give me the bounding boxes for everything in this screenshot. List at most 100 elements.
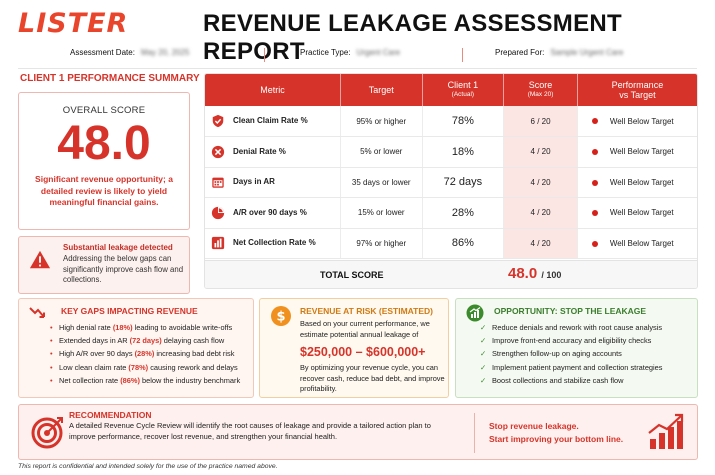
cta-line-2: Start improving your bottom line. [489, 434, 624, 444]
svg-text:$: $ [276, 310, 285, 325]
list-item: Improve front-end accuracy and eligibili… [492, 334, 697, 347]
practice-type: Practice Type: Urgent Care [300, 48, 400, 57]
table-header-row: Metric Target Client 1 (Actual) Score (M… [205, 74, 697, 106]
list-item: High denial rate (18%) leading to avoida… [59, 321, 253, 334]
client-cell: 86% [422, 228, 505, 259]
gap-text: leading to avoidable write-offs [132, 323, 233, 332]
target-icon [31, 417, 63, 449]
leakage-alert-title: Substantial leakage detected [63, 243, 173, 252]
calendar-icon [212, 177, 224, 188]
performance-text: Well Below Target [609, 147, 674, 157]
header-score: Score (Max 20) [503, 74, 578, 106]
performance-text: Well Below Target [609, 116, 674, 126]
leakage-alert-text: Addressing the below gaps can significan… [63, 254, 184, 284]
status-dot [591, 210, 598, 217]
gap-highlight: (28%) [134, 349, 155, 359]
bar-chart-icon [211, 237, 225, 250]
header-client: Client 1 (Actual) [422, 74, 505, 106]
list-item: Net collection rate (86%) below the indu… [59, 374, 253, 387]
risk-intro: Based on your current performance, we es… [300, 319, 430, 339]
recommendation-cta: Stop revenue leakage. Start improving yo… [489, 420, 623, 446]
performance-cell: Well Below Target [577, 197, 697, 229]
leakage-alert: Substantial leakage detected Addressing … [18, 236, 190, 294]
list-item: Reduce denials and rework with root caus… [492, 321, 697, 334]
footer-disclaimer: This report is confidential and intended… [18, 463, 278, 470]
list-item: Strengthen follow-up on aging accounts [492, 347, 697, 360]
performance-cell: Well Below Target [577, 228, 697, 259]
table-row: Days in AR 35 days or lower 72 days 4 / … [205, 167, 697, 198]
header-performance-line2: vs Target [619, 90, 656, 100]
revenue-at-risk-panel: $ REVENUE AT RISK (ESTIMATED) Based on y… [259, 298, 449, 398]
metric-cell: Denial Rate % [205, 136, 341, 168]
header-divider [18, 68, 697, 69]
metrics-table: Metric Target Client 1 (Actual) Score (M… [205, 74, 697, 259]
revenue-at-risk-title: REVENUE AT RISK (ESTIMATED) [300, 306, 434, 316]
meta-separator [264, 48, 265, 62]
client-cell: 28% [422, 197, 505, 229]
gap-text: increasing bad debt risk [154, 349, 235, 359]
status-dot [591, 149, 598, 156]
status-dot [591, 179, 598, 186]
cta-line-1: Stop revenue leakage. [489, 421, 579, 431]
recommendation-panel: RECOMMENDATION A detailed Revenue Cycle … [18, 404, 698, 460]
target-cell: 15% or lower [340, 197, 423, 229]
pie-chart-icon [211, 206, 225, 219]
gap-highlight: (72 days) [129, 336, 162, 346]
risk-amount: $250,000 – $600,000+ [300, 345, 426, 359]
metric-name: Net Collection Rate % [233, 238, 316, 248]
key-gaps-panel: KEY GAPS IMPACTING REVENUE High denial r… [18, 298, 254, 398]
total-score-max: / 100 [541, 270, 562, 280]
warning-icon [29, 250, 51, 269]
performance-cell: Well Below Target [577, 167, 697, 198]
total-score-number: 48.0 [508, 265, 538, 282]
gap-text: High A/R over 90 days [59, 349, 135, 359]
gap-highlight: (78%) [128, 362, 149, 372]
score-label: OVERALL SCORE [62, 105, 146, 116]
table-row: A/R over 90 days % 15% or lower 28% 4 / … [205, 197, 697, 229]
gap-highlight: (18%) [112, 323, 133, 332]
gap-highlight: (86%) [120, 375, 140, 385]
meta-row: Assessment Date: May 20, 2025 Practice T… [70, 48, 700, 64]
recommendation-title: RECOMMENDATION [69, 410, 152, 420]
metric-name: Clean Claim Rate % [233, 116, 308, 126]
recommendation-text: A detailed Revenue Cycle Review will ide… [69, 421, 431, 441]
key-gaps-title: KEY GAPS IMPACTING REVENUE [61, 306, 198, 316]
report-title: REVENUE LEAKAGE ASSESSMENT REPORT [203, 10, 622, 65]
prepared-for: Prepared For: Sample Urgent Care [495, 48, 623, 57]
opportunity-panel: OPPORTUNITY: STOP THE LEAKAGE Reduce den… [455, 298, 698, 398]
summary-section-title: CLIENT 1 PERFORMANCE SUMMARY [20, 73, 200, 84]
list-item: Extended days in AR (72 days) delaying c… [59, 334, 253, 347]
list-item: Low clean claim rate (78%) causing rewor… [59, 361, 253, 374]
assessment-date-value: May 20, 2025 [140, 48, 190, 57]
assessment-date: Assessment Date: May 20, 2025 [70, 48, 189, 57]
table-row: Net Collection Rate % 97% or higher 86% … [205, 228, 697, 259]
shield-check-icon [212, 114, 224, 128]
header-client-sub: (Actual) [451, 91, 475, 98]
gap-text: below the industry benchmark [139, 375, 241, 385]
score-cell: 6 / 20 [503, 106, 578, 137]
gap-text: Low clean claim rate [59, 362, 129, 372]
overall-score-card: OVERALL SCORE 48.0 Significant revenue o… [18, 92, 190, 230]
score-cell: 4 / 20 [503, 136, 578, 168]
total-score-row: TOTAL SCORE 48.0 / 100 [205, 260, 697, 288]
header-score-label: Score [528, 80, 553, 90]
metric-name: A/R over 90 days % [233, 207, 307, 217]
opportunity-list: Reduce denials and rework with root caus… [492, 321, 697, 387]
practice-type-value: Urgent Care [356, 48, 401, 57]
target-cell: 5% or lower [340, 136, 423, 168]
metric-cell: Days in AR [205, 167, 341, 198]
metric-name: Days in AR [233, 177, 275, 187]
list-item: High A/R over 90 days (28%) increasing b… [59, 347, 253, 360]
header-client-label: Client 1 [447, 80, 479, 90]
gap-text: causing rework and delays [148, 362, 238, 372]
practice-type-label: Practice Type: [300, 48, 351, 57]
opportunity-title: OPPORTUNITY: STOP THE LEAKAGE [494, 306, 647, 316]
client-cell: 18% [422, 136, 505, 168]
gap-text: delaying cash flow [161, 336, 225, 346]
score-cell: 4 / 20 [503, 197, 578, 229]
brand-logo: LISTER [18, 8, 129, 39]
target-cell: 35 days or lower [340, 167, 423, 198]
header-target: Target [340, 74, 423, 106]
dollar-icon: $ [271, 306, 291, 326]
target-cell: 97% or higher [340, 228, 423, 259]
